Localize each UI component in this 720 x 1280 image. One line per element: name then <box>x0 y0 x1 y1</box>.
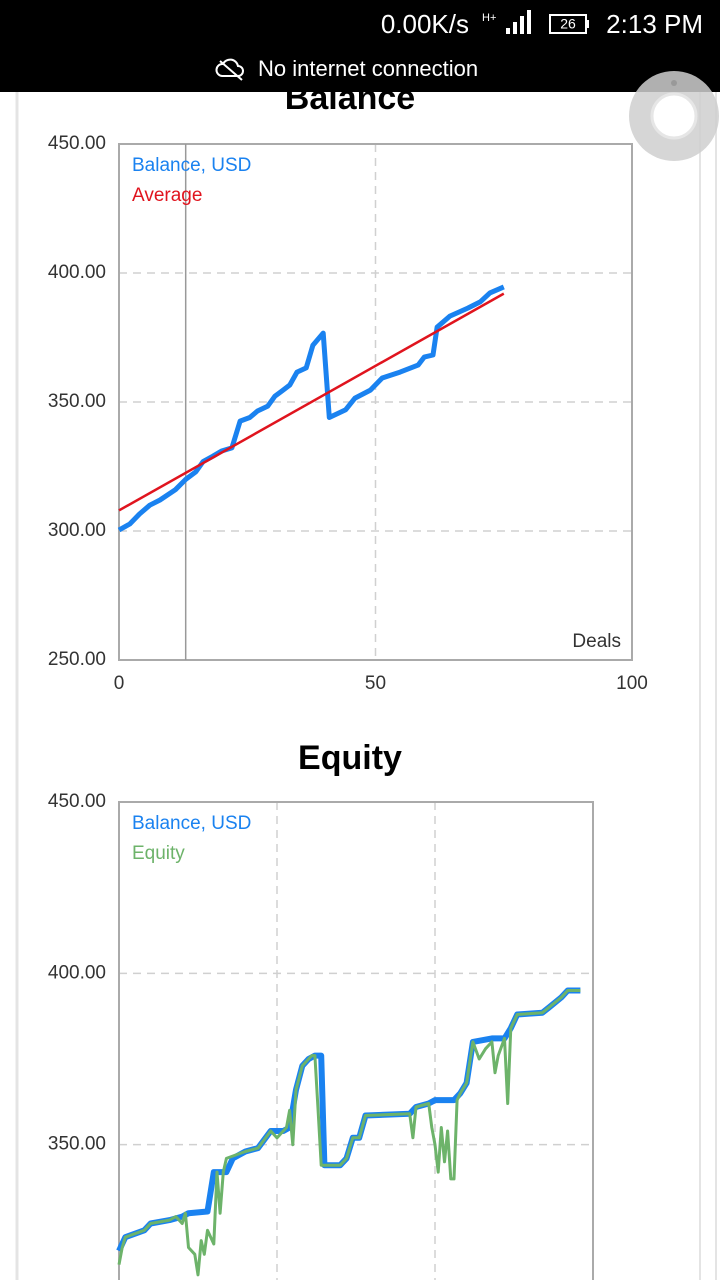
y-tick-label: 350.00 <box>48 391 106 412</box>
floating-button[interactable] <box>629 71 719 161</box>
x-tick-label: 0 <box>114 673 125 694</box>
svg-text:H+: H+ <box>482 12 496 24</box>
x-tick-label: 50 <box>365 673 386 694</box>
series-line <box>118 292 505 512</box>
legend-entry: Equity <box>132 843 185 864</box>
signal-icon: H+ <box>482 10 531 34</box>
y-tick-label: 400.00 <box>48 962 106 983</box>
status-bar-bg <box>0 0 720 92</box>
legend-entry: Balance, USD <box>132 813 251 834</box>
y-tick-label: 300.00 <box>48 520 106 541</box>
y-tick-label: 400.00 <box>48 262 106 283</box>
net-speed: 0.00K/s <box>381 9 469 39</box>
battery-level: 26 <box>560 16 576 32</box>
legend-entry: Balance, USD <box>132 155 251 176</box>
y-tick-label: 450.00 <box>48 133 106 154</box>
plot-frame <box>118 801 594 1280</box>
x-tick-label: 100 <box>616 673 648 694</box>
series-line <box>117 284 505 533</box>
cloud-off-icon <box>215 58 244 81</box>
series-line <box>117 989 581 1277</box>
y-tick-label: 350.00 <box>48 1134 106 1155</box>
plot-frame <box>118 143 633 661</box>
y-tick-label: 250.00 <box>48 649 106 670</box>
no-internet-notice: No internet connection <box>258 56 478 81</box>
battery-tip <box>586 20 589 28</box>
chart-title: Equity <box>298 739 402 777</box>
clock: 2:13 PM <box>606 9 703 39</box>
y-tick-label: 450.00 <box>48 791 106 812</box>
status-bar: 0.00K/s H+ 26 2:13 PM No internet connec… <box>0 0 720 92</box>
x-axis-label: Deals <box>572 631 621 652</box>
legend-entry: Average <box>132 185 202 206</box>
